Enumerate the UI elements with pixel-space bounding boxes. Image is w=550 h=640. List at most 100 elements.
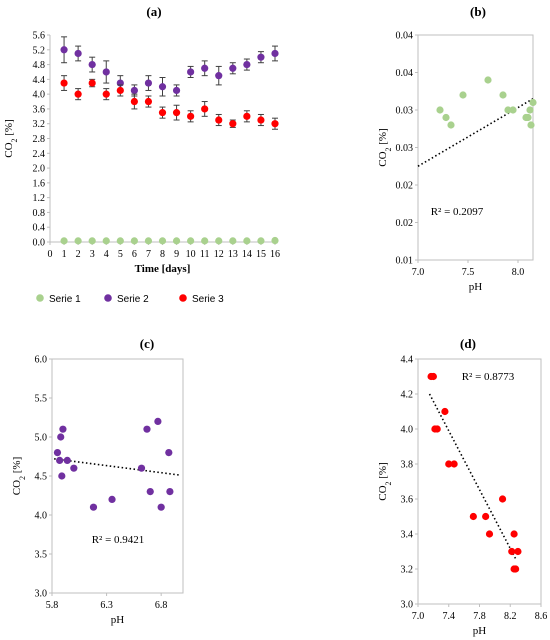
y-tick-label: 5.0 <box>35 433 48 444</box>
x-axis-label: pH <box>111 614 125 626</box>
data-point <box>257 53 265 61</box>
panel-label: (d) <box>460 336 476 351</box>
data-point <box>88 237 96 245</box>
y-tick-label: 1.6 <box>33 178 46 189</box>
x-tick-label: 8.2 <box>504 611 517 622</box>
x-tick-label: 5.8 <box>46 600 59 611</box>
data-point <box>485 530 494 538</box>
y-tick-label: 4.5 <box>35 472 48 483</box>
data-point <box>59 425 67 433</box>
data-point <box>60 79 68 87</box>
x-tick-label: 7.5 <box>462 267 475 278</box>
y-tick-label: 4.0 <box>33 90 46 101</box>
data-point <box>215 237 223 245</box>
legend-label: Serie 1 <box>49 294 81 305</box>
x-tick-label: 7.0 <box>412 267 425 278</box>
plot-frame <box>417 358 542 605</box>
x-tick-label: 8 <box>160 249 165 260</box>
data-point <box>436 106 444 114</box>
y-axis-label-unit: [%] <box>377 462 389 481</box>
y-tick-label: 5.2 <box>33 45 46 56</box>
data-point <box>257 237 265 245</box>
x-tick-label: 0 <box>48 249 53 260</box>
x-tick-label: 15 <box>256 249 266 260</box>
data-point <box>88 60 96 69</box>
y-axis-label: CO2 [%] <box>377 128 393 167</box>
y-tick-label: 0.02 <box>396 218 414 229</box>
y-tick-label: 0.8 <box>33 208 46 219</box>
series-serie-3 <box>60 75 279 130</box>
y-axis-label-main: CO <box>377 151 389 166</box>
y-tick-label: 2.4 <box>33 149 46 160</box>
legend-label: Serie 3 <box>192 294 224 305</box>
y-axis-label-subscript: 2 <box>10 138 19 142</box>
data-point <box>144 237 153 245</box>
plot-frame <box>51 358 184 594</box>
data-point <box>158 83 167 91</box>
y-axis-label: CO2 [%] <box>11 457 27 496</box>
x-tick-label: 2 <box>76 249 81 260</box>
data-point <box>70 464 78 472</box>
data-point <box>154 417 162 425</box>
y-tick-label: 3.4 <box>401 530 414 541</box>
data-point <box>102 68 110 76</box>
data-point <box>116 86 124 95</box>
y-axis-label-unit: [%] <box>3 119 15 138</box>
x-tick-label: 6.3 <box>100 600 113 611</box>
y-tick-label: 0.04 <box>396 68 414 79</box>
y-axis-label-subscript: 2 <box>384 147 393 151</box>
x-axis-label: Time [days] <box>135 263 191 275</box>
data-point <box>56 456 64 464</box>
x-tick-label: 7 <box>146 249 151 260</box>
data-point <box>58 472 66 480</box>
data-point <box>74 237 82 245</box>
data-point <box>504 106 512 114</box>
y-tick-label: 2.0 <box>33 164 46 175</box>
data-point <box>143 425 151 433</box>
data-point <box>158 237 167 245</box>
y-tick-label: 3.2 <box>401 565 414 576</box>
y-axis-label-unit: [%] <box>377 128 389 147</box>
x-tick-label: 6 <box>132 249 137 260</box>
data-point <box>60 46 68 54</box>
data-point <box>74 90 82 98</box>
data-point <box>512 565 520 573</box>
y-tick-label: 4.4 <box>33 75 46 86</box>
x-tick-label: 11 <box>200 249 210 260</box>
data-point <box>116 237 124 245</box>
legend-marker <box>36 294 44 302</box>
y-axis-label: CO2 [%] <box>377 462 393 501</box>
data-point <box>60 237 68 245</box>
y-tick-label: 3.5 <box>35 550 48 561</box>
data-point <box>172 109 181 117</box>
y-tick-label: 0.0 <box>33 238 46 249</box>
x-tick-label: 13 <box>228 249 238 260</box>
data-point <box>187 237 195 245</box>
x-tick-label: 9 <box>174 249 179 260</box>
trendline <box>54 458 181 477</box>
x-tick-label: 8.0 <box>512 267 525 278</box>
y-tick-label: 2.8 <box>33 134 46 145</box>
x-axis-label: pH <box>469 281 483 293</box>
y-tick-label: 3.8 <box>401 460 414 471</box>
data-point <box>187 112 195 120</box>
r-squared-label: R² = 0.9421 <box>92 534 145 546</box>
data-point <box>509 106 517 114</box>
data-point <box>441 407 449 416</box>
data-point <box>447 121 455 129</box>
data-point <box>527 121 535 129</box>
series-0 <box>53 417 174 511</box>
data-point <box>529 98 537 107</box>
data-point <box>165 449 173 457</box>
data-point <box>63 456 71 464</box>
data-point <box>450 460 458 468</box>
data-point <box>271 120 279 128</box>
legend-label: Serie 2 <box>117 294 149 305</box>
data-point <box>215 116 223 124</box>
x-tick-label: 7.0 <box>412 611 425 622</box>
x-tick-label: 5 <box>118 249 123 260</box>
data-point <box>144 97 153 106</box>
y-tick-label: 0.03 <box>396 106 414 117</box>
panel-c: (c) 3.0 3.5 4.0 4.5 5.0 5.5 6.0 5.8 6.3 6.8 pH CO2 [… <box>11 336 184 626</box>
